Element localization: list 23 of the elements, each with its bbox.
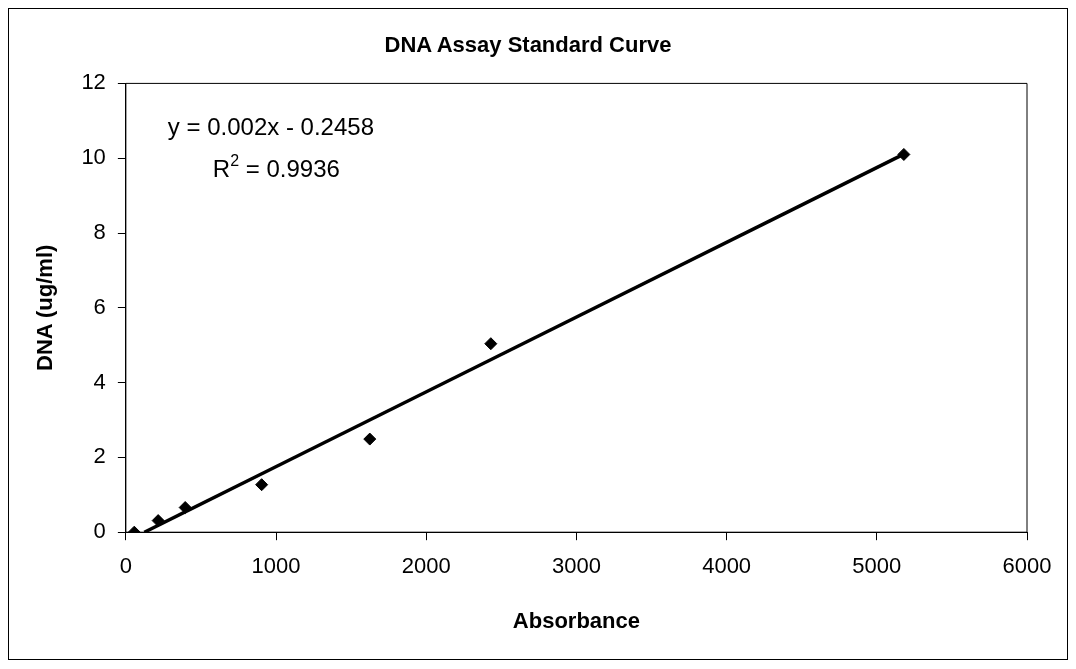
x-tick-label: 5000 — [852, 553, 902, 579]
point — [897, 147, 911, 161]
point — [363, 432, 377, 446]
point — [255, 478, 269, 492]
point — [484, 337, 498, 351]
chart-title: DNA Assay Standard Curve — [384, 32, 672, 58]
annotation: y = 0.002x - 0.2458 — [167, 113, 375, 141]
x-tick-label: 2000 — [401, 553, 451, 579]
x-tick-label: 0 — [119, 553, 132, 579]
x-tick-label: 3000 — [551, 553, 601, 579]
y-tick-label: 4 — [93, 368, 106, 394]
y-tick-label: 2 — [93, 443, 106, 469]
y-tick-label: 10 — [81, 144, 106, 170]
y-axis-title: DNA (ug/ml) — [32, 244, 58, 371]
x-tick-label: 1000 — [251, 553, 301, 579]
y-tick-label: 12 — [81, 69, 106, 95]
y-tick-label: 0 — [93, 518, 106, 544]
x-axis-title: Absorbance — [512, 607, 641, 633]
y-tick-label: 8 — [93, 219, 106, 245]
x-tick-label: 4000 — [702, 553, 752, 579]
y-tick-label: 6 — [93, 293, 106, 319]
point — [178, 501, 192, 515]
x-tick-label: 6000 — [1002, 553, 1052, 579]
